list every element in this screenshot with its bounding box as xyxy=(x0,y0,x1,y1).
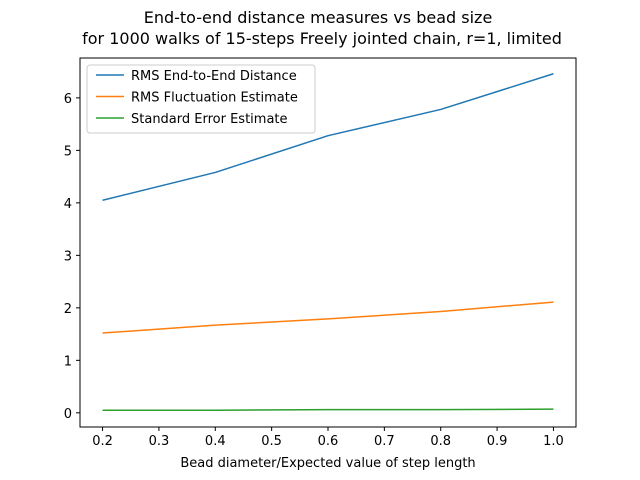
series-line-1 xyxy=(102,301,554,334)
y-tick-label: 0 xyxy=(64,407,72,422)
x-tick-label: 0.2 xyxy=(92,434,113,449)
x-tick-label: 0.3 xyxy=(149,434,170,449)
series-lines xyxy=(102,73,554,411)
legend-box xyxy=(86,64,316,134)
series-line-2 xyxy=(102,408,554,411)
x-tick-label: 1.0 xyxy=(543,434,564,449)
legend-label-2: Standard Error Estimate xyxy=(131,112,288,127)
y-tick-label: 1 xyxy=(64,354,72,369)
x-axis-ticks: 0.2 0.3 0.4 0.5 0.6 0.7 0.8 0.9 1.0 xyxy=(92,427,564,449)
y-axis-ticks: 0 1 2 3 4 5 6 xyxy=(64,92,80,422)
x-tick-label: 0.4 xyxy=(205,434,226,449)
legend-label-1: RMS Fluctuation Estimate xyxy=(131,91,298,106)
y-tick-label: 4 xyxy=(64,197,72,212)
legend-label-0: RMS End-to-End Distance xyxy=(131,69,297,84)
x-axis-label: Bead diameter/Expected value of step len… xyxy=(180,456,475,471)
series-line-0 xyxy=(102,73,554,201)
x-tick-label: 0.7 xyxy=(374,434,395,449)
y-tick-label: 3 xyxy=(64,249,72,264)
y-tick-label: 5 xyxy=(64,144,72,159)
y-tick-label: 2 xyxy=(64,302,72,317)
x-tick-label: 0.5 xyxy=(261,434,282,449)
x-tick-label: 0.8 xyxy=(430,434,451,449)
x-tick-label: 0.6 xyxy=(318,434,339,449)
x-tick-label: 0.9 xyxy=(487,434,508,449)
y-tick-label: 6 xyxy=(64,92,72,107)
legend: RMS End-to-End Distance RMS Fluctuation E… xyxy=(86,64,316,134)
chart-title-line-2: for 1000 walks of 15-steps Freely jointe… xyxy=(82,29,562,48)
chart-title-line-1: End-to-end distance measures vs bead siz… xyxy=(144,8,493,27)
